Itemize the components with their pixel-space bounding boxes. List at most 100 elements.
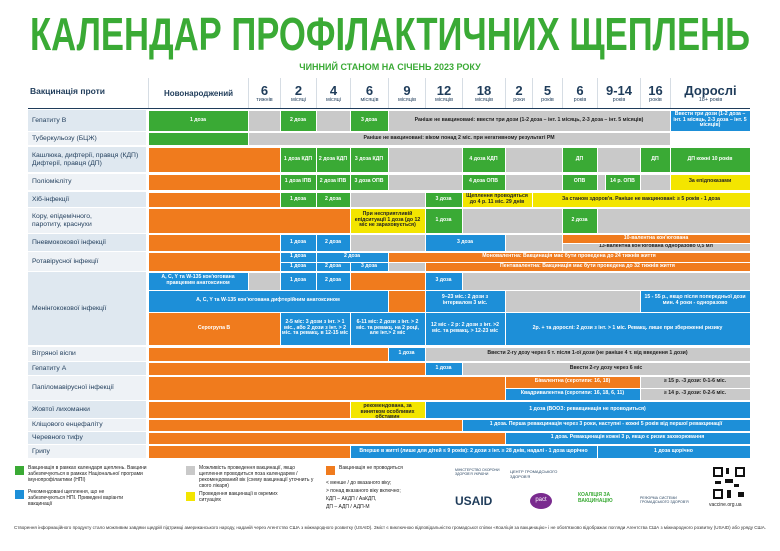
row-label: Поліомієліту [28,174,146,190]
row-label-line: Гепатиту А [32,364,67,372]
column-header: 9-14 років [597,78,640,108]
cell-fill [248,110,280,131]
cell: 1 доза [388,347,425,361]
legend-text: Вакцинація не проводиться [339,465,403,471]
row-label-line: Жовтої лихоманки [32,405,90,413]
cell: 13-валентна кон'югована одноразово 0,5 м… [562,243,750,251]
cell: ДП [640,147,670,172]
row-label-line: Черевного тифу [32,434,83,442]
cell-fill [505,290,640,312]
column-unit: роки [513,96,525,103]
legend-text: Можливість проведення вакцинації, якщо щ… [199,465,314,489]
row-label: Пневмококової інфекції [28,234,146,251]
cell: 15 - 55 р., якщо після попередньої дози … [640,290,750,312]
logo-usaid: USAID [455,494,493,508]
cell: 1 доза [425,362,462,375]
column-header: 12 місяців [425,78,462,108]
cell: 3 доза [425,272,462,290]
cell: ≥ 15 р. -3 дози: 0-1-6 міс. [640,376,750,388]
legend-swatch [15,466,24,475]
cell-fill [597,174,605,190]
row-label: Гепатиту А [28,362,146,375]
cell: ≥ 14 р. -3 дози: 0-2-6 міс. [640,388,750,400]
column-label: 6 [260,82,269,98]
cell: Пентавалентна: Вакцинація має бути прове… [425,262,750,271]
row-label: Кашлюка, дифтерії, правця (КДП) Дифтерії,… [28,147,146,172]
row-label: Хіб-інфекції [28,192,146,207]
legend-text: Проведення вакцинації в окремих ситуація… [199,491,278,503]
cell-fill [350,272,425,290]
column-header: 6 тижнів [248,78,280,108]
cell: За епідпоказами [670,174,750,190]
legend-text: Вакцинація в рамках календаря щеплень. В… [28,465,147,483]
cell: 1 доза [148,110,248,131]
cell-fill [505,234,562,251]
column-unit: місяців [434,96,454,103]
row-label-line: Кліщового енцефаліту [32,421,103,429]
cell-fill [462,272,750,290]
cell: 1 доза [280,192,316,207]
legend-note: < менше / до вказаного віку; [326,480,392,486]
cell: ОПВ [562,174,597,190]
column-unit: місяців [397,96,417,103]
cell-fill [148,252,280,271]
cell: 3 доза [350,262,388,271]
cell-fill [505,174,562,190]
row-label: Вітряної віспи [28,347,146,361]
cell-fill [148,445,350,458]
cell: Ввести 2-гу дозу через 6 т. після 1-ої д… [425,347,750,361]
row-label-line: Вітряної віспи [32,350,76,358]
legend-swatch [186,466,195,475]
column-label: 18 [476,82,492,98]
cell: ДП кожні 10 років [670,147,750,172]
row-label-line: Ротавірусної інфекції [32,257,99,265]
column-label: 4 [329,82,338,98]
cell: 1 доза КДП [280,147,316,172]
row-label: Туберкульозу (БЦЖ) [28,132,146,145]
column-header: 18 місяців [462,78,505,108]
column-label: 16 [648,82,663,98]
row-label: Кору, епідемічного, паротиту, краснухи [28,208,146,233]
subtitle: ЧИННИЙ СТАНОМ НА СІЧЕНЬ 2023 РОКУ [299,61,481,72]
cell-fill [597,208,750,233]
cell-fill [148,419,462,431]
row-label-line: Гепатиту В [32,116,67,124]
cell: 1 доза (ВООЗ: ревакцинація не проводитьс… [425,401,750,418]
cell: Ввести 2-гу дозу через 6 міс [462,362,750,375]
cell: 1 доза [425,208,462,233]
row-label-line: Поліомієліту [32,178,72,186]
cell: 1 доза [280,252,316,262]
cell: При несприятливій епідситуації 1 доза (д… [350,208,425,233]
cell: 1 доза. Перша ревакцинація через 3 роки,… [462,419,750,431]
row-label-line: Дифтерії, правця (ДП) [32,159,102,167]
column-header: 16 років [640,78,670,108]
column-label: Дорослі [684,82,737,98]
row-label-line: Грипу [32,447,50,455]
row-label-line: Папіломавірусної інфекції [32,384,114,392]
legend-swatch [326,466,335,475]
cell: 1 доза [280,262,316,271]
logo-pact: pact [530,493,552,509]
row-label: Грипу [28,445,146,458]
cell-fill [148,147,280,172]
legend-note: > понад вказаного віку включно; [326,488,401,494]
cell-fill [388,262,425,271]
row-label: Ротавірусної інфекції [28,252,146,271]
cell: 2р. + та дорослі: 2 дози з інт. > 1 міс.… [505,312,750,345]
cell-fill [388,290,425,312]
cell: 12 міс - 2 р: 2 дози з інт. >2 міс. та р… [425,312,505,345]
column-label: 9-14 [605,82,633,98]
legend-swatch [15,490,24,499]
legend-text: Рекомендовані щеплення, що не забезпечую… [28,489,124,507]
column-label: 9 [403,82,411,98]
cell: Ввести три дози (1-2 доза – інт. 1 місяц… [670,110,750,131]
cell: 2 доза [280,110,316,131]
cell-fill [148,362,425,375]
footer: Створення інформаційного продукту стало … [14,524,766,530]
cell: 2 доза [316,262,350,271]
column-unit: місяці [290,96,307,103]
logo-phc: ЦЕНТР ГРОМАДСЬКОГО ЗДОРОВ'Я [510,469,558,479]
column-header: 9 місяців [388,78,425,108]
